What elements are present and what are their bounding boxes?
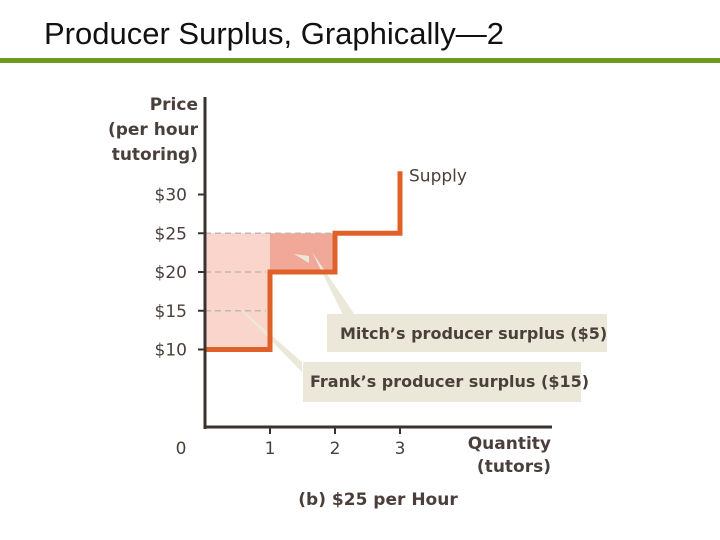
y-tick-label: $20 (155, 263, 187, 283)
mitch-surplus-label: Mitch’s producer surplus ($5) (340, 324, 607, 343)
frank-surplus-area (205, 233, 270, 350)
y-tick-label: $15 (155, 302, 187, 322)
y-axis-title: (per hour (108, 120, 199, 140)
annotation-callouts: Mitch’s producer surplus ($5) Frank’s pro… (233, 252, 607, 402)
surplus-areas (205, 233, 335, 350)
x-axis-title: (tutors) (477, 457, 551, 477)
mitch-callout-pointer-tip (294, 254, 309, 263)
slide-title: Producer Surplus, Graphically—2 (44, 16, 505, 51)
x-tick-label: 2 (330, 439, 341, 459)
x-axis-title: Quantity (468, 434, 551, 454)
frank-surplus-label: Frank’s producer surplus ($15) (310, 372, 589, 391)
title-rule (0, 58, 720, 63)
mitch-callout-pointer (312, 252, 355, 315)
y-tick-label: $25 (155, 224, 187, 244)
supply-line (205, 171, 403, 352)
y-axis-title: tutoring) (112, 145, 198, 165)
axes (198, 97, 552, 434)
y-tick-label: $30 (155, 186, 187, 206)
y-axis-title: Price (150, 95, 198, 115)
y-tick-label: $10 (155, 341, 187, 361)
x-tick-label: 3 (395, 439, 406, 459)
mitch-surplus-area (270, 233, 335, 272)
origin-label: 0 (176, 439, 187, 459)
supply-label: Supply (409, 166, 467, 186)
supply-curve: Supply (205, 166, 467, 352)
mitch-callout-box (327, 314, 607, 352)
axis-labels: $10 $15 $20 $25 $30 1 2 3 0 Price (per hour tutorin… (108, 95, 551, 510)
frank-callout-box (303, 362, 581, 402)
x-tick-label: 1 (265, 439, 276, 459)
chart-caption: (b) $25 per Hour (298, 490, 458, 510)
